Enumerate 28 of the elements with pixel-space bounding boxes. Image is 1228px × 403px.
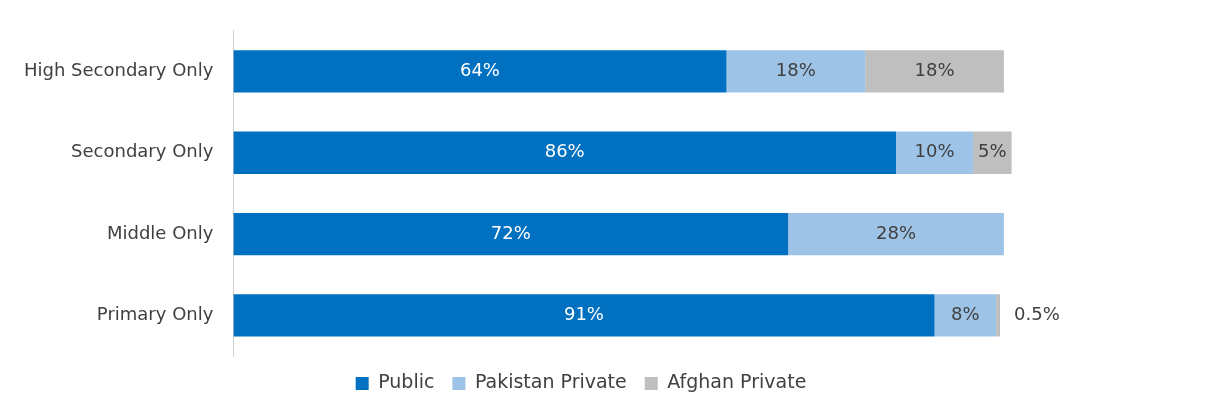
data-label: 0.5% (1014, 303, 1060, 325)
legend-label: Public (378, 370, 435, 393)
bar (233, 131, 897, 174)
data-label: 86% (544, 140, 585, 162)
bar (934, 294, 997, 337)
y-tick-label: High Secondary Only (23, 59, 214, 81)
data-label: 64% (459, 59, 500, 81)
bar (233, 212, 789, 256)
data-label: 8% (951, 303, 980, 325)
data-label: 5% (978, 140, 1007, 162)
bar (865, 50, 1004, 93)
data-label: 18% (775, 59, 816, 81)
bar (996, 294, 1001, 337)
bar (233, 294, 935, 337)
bar (726, 50, 866, 93)
legend-label: Afghan Private (667, 370, 807, 393)
data-label: 28% (876, 221, 917, 243)
data-label: 10% (914, 140, 955, 162)
y-tick-label: Middle Only (106, 221, 214, 243)
legend-label: Pakistan Private (474, 370, 627, 393)
y-tick-label: Secondary Only (71, 140, 214, 162)
y-tick-label: Primary Only (96, 303, 214, 325)
data-label: 72% (490, 221, 531, 243)
bar (233, 50, 727, 93)
data-label: 18% (914, 59, 955, 81)
bar (788, 212, 1004, 256)
data-label: 91% (563, 303, 604, 325)
bar (896, 131, 974, 174)
